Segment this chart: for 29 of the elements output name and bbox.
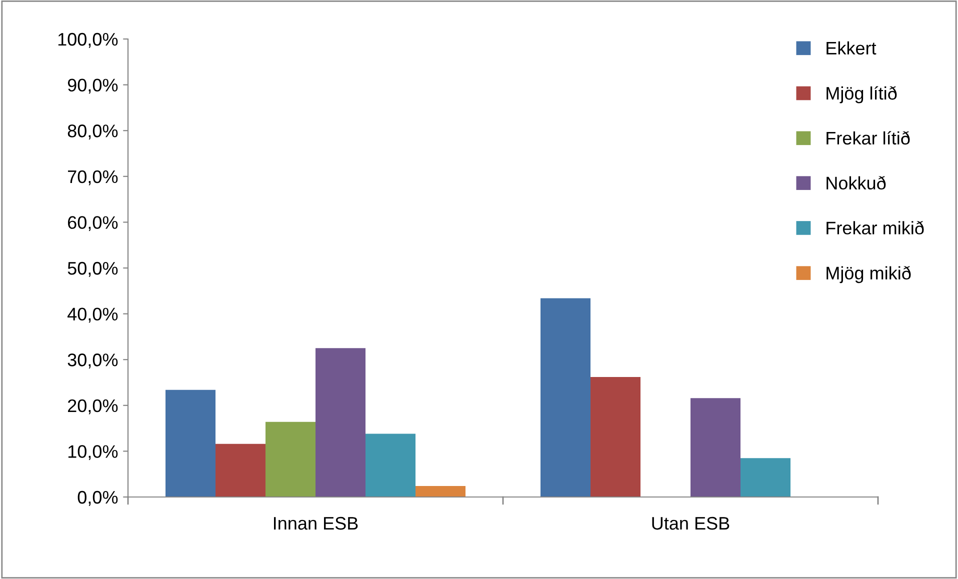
- bar: [590, 377, 640, 497]
- y-tick-label: 100,0%: [58, 32, 118, 48]
- bar: [740, 458, 790, 497]
- y-tick-label: 30,0%: [68, 354, 118, 368]
- bar: [366, 434, 416, 497]
- y-tick-label: 50,0%: [68, 262, 118, 277]
- bar: [416, 486, 466, 497]
- bar: [166, 390, 216, 497]
- x-tick-label: Innan ESB: [274, 516, 358, 530]
- legend-label: Nokkuð: [826, 176, 886, 190]
- bar: [316, 348, 366, 497]
- y-tick-label: 90,0%: [68, 78, 118, 94]
- bar: [690, 398, 740, 497]
- x-tick-label: Utan ESB: [652, 516, 730, 530]
- y-tick-label: 70,0%: [68, 170, 118, 186]
- legend-label: Mjög lítið: [826, 86, 897, 104]
- legend-label: Frekar mikið: [826, 220, 924, 234]
- bar: [266, 422, 316, 497]
- y-tick-label: 0,0%: [78, 490, 118, 506]
- bar: [540, 298, 590, 497]
- legend-label: Frekar lítið: [826, 131, 910, 145]
- y-tick-label: 10,0%: [68, 445, 118, 460]
- y-tick-label: 80,0%: [68, 124, 118, 140]
- y-tick-label: 40,0%: [68, 308, 118, 323]
- legend-label: Mjög mikið: [826, 266, 911, 284]
- bar: [216, 444, 266, 497]
- y-tick-label: 20,0%: [68, 399, 118, 414]
- legend-label: Ekkert: [826, 41, 876, 55]
- y-tick-label: 60,0%: [68, 216, 118, 232]
